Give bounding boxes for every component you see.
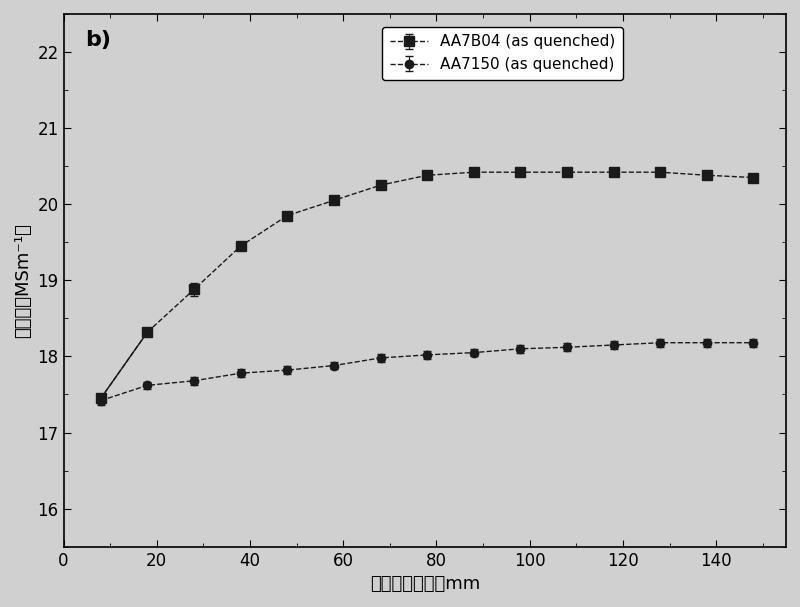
Y-axis label: 电导率（MSm⁻¹）: 电导率（MSm⁻¹） <box>14 223 32 337</box>
Legend: AA7B04 (as quenched), AA7150 (as quenched): AA7B04 (as quenched), AA7150 (as quenche… <box>382 27 623 80</box>
X-axis label: 距淡火端距离，mm: 距淡火端距离，mm <box>370 575 480 593</box>
Text: b): b) <box>86 30 111 50</box>
